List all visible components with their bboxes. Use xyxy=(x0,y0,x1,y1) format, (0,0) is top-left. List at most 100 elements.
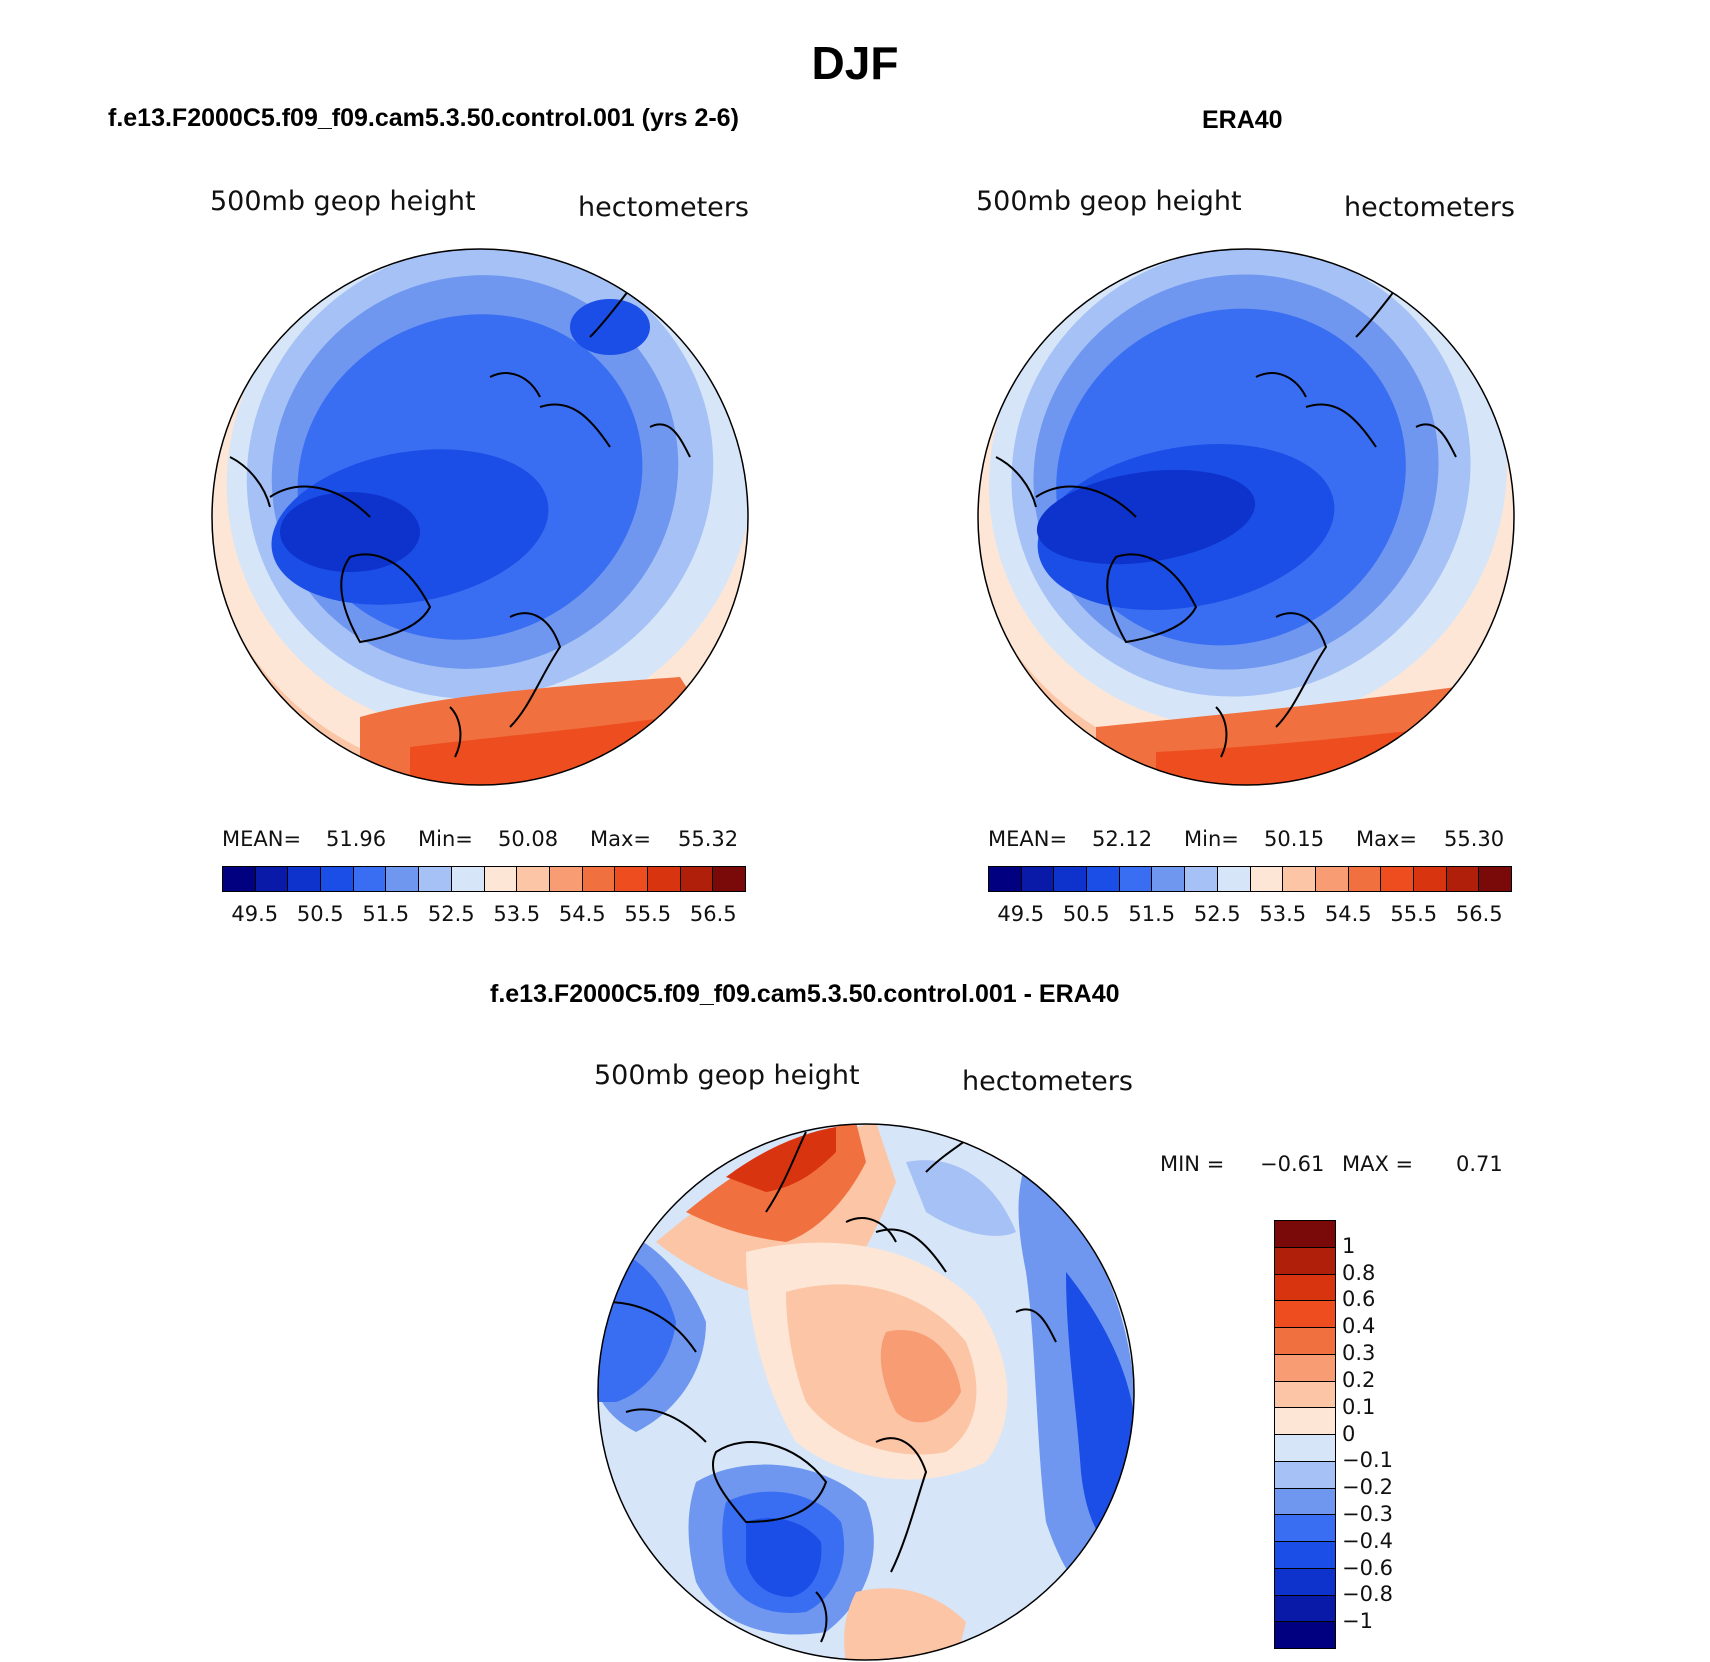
panel3-max-label: MAX = xyxy=(1342,1152,1414,1176)
panel1-contour xyxy=(280,492,420,572)
colorbar-tick-label: 56.5 xyxy=(689,902,737,926)
panel1-contour xyxy=(570,299,650,355)
panel1-mean-label: MEAN= xyxy=(222,827,302,851)
panel3-polar-map xyxy=(597,1123,1135,1661)
colorbar-tick-label: 55.5 xyxy=(1390,902,1438,926)
panel1-max-label: Max= xyxy=(590,827,652,851)
panel2-title: ERA40 xyxy=(1202,106,1283,134)
panel3-coastline xyxy=(605,1131,1057,1643)
colorbar-swatch xyxy=(1275,1301,1335,1328)
panel3-max-value: 0.71 xyxy=(1456,1152,1503,1176)
colorbar-swatch xyxy=(1348,867,1382,891)
colorbar-swatch xyxy=(1275,1221,1335,1248)
panel1-title: f.e13.F2000C5.f09_f09.cam5.3.50.control.… xyxy=(108,104,739,132)
panel2-max-value: 55.30 xyxy=(1444,827,1505,851)
panel1-mean-value: 51.96 xyxy=(326,827,387,851)
colorbar-swatch xyxy=(1413,867,1447,891)
panel3-contour xyxy=(844,1588,966,1660)
colorbar-swatch xyxy=(1275,1247,1335,1275)
colorbar-swatch xyxy=(484,867,518,891)
colorbar-swatch xyxy=(1275,1461,1335,1489)
panel2-colorbar xyxy=(988,866,1512,892)
panel1-coastline xyxy=(229,276,691,758)
colorbar-swatch xyxy=(288,867,322,891)
colorbar-swatch xyxy=(615,867,648,891)
panel1-min-label: Min= xyxy=(418,827,473,851)
colorbar-tick-label: 49.5 xyxy=(997,902,1045,926)
panel1-min-value: 50.08 xyxy=(498,827,559,851)
colorbar-swatch xyxy=(223,867,256,891)
panel3-var-label: 500mb geop height xyxy=(594,1060,860,1091)
colorbar-tick-label: 55.5 xyxy=(624,902,672,926)
colorbar-swatch xyxy=(1275,1622,1335,1648)
panel1-max-value: 55.32 xyxy=(678,827,739,851)
colorbar-swatch xyxy=(1275,1381,1335,1409)
colorbar-tick-label: 54.5 xyxy=(558,902,606,926)
colorbar-tick-label: −0.1 xyxy=(1342,1448,1393,1473)
colorbar-swatch xyxy=(419,867,452,891)
panel1-map-border xyxy=(211,248,749,786)
panel2-mean-label: MEAN= xyxy=(988,827,1068,851)
colorbar-tick-label: 0.6 xyxy=(1342,1287,1376,1312)
colorbar-tick-label: 0.2 xyxy=(1342,1367,1376,1392)
panel2-max-label: Max= xyxy=(1356,827,1418,851)
colorbar-swatch xyxy=(353,867,387,891)
colorbar-swatch xyxy=(713,867,745,891)
panel1-colorbar xyxy=(222,866,746,892)
colorbar-swatch xyxy=(1185,867,1218,891)
panel2-coastline xyxy=(995,276,1457,758)
colorbar-swatch xyxy=(255,867,289,891)
colorbar-swatch xyxy=(1217,867,1251,891)
colorbar-swatch xyxy=(321,867,354,891)
colorbar-tick-label: −0.3 xyxy=(1342,1501,1393,1526)
colorbar-tick-label: 53.5 xyxy=(1259,902,1307,926)
colorbar-tick-label: 50.5 xyxy=(296,902,344,926)
colorbar-tick-label: 51.5 xyxy=(1128,902,1176,926)
panel1-units-label: hectometers xyxy=(578,192,749,223)
panel2-units-label: hectometers xyxy=(1344,192,1515,223)
main-title: DJF xyxy=(811,37,899,89)
colorbar-tick-label: −0.8 xyxy=(1342,1582,1393,1607)
colorbar-tick-label: −0.4 xyxy=(1342,1528,1393,1553)
colorbar-tick-label: −1 xyxy=(1342,1609,1373,1634)
colorbar-tick-label: −0.6 xyxy=(1342,1555,1393,1580)
colorbar-tick-label: 54.5 xyxy=(1324,902,1372,926)
colorbar-swatch xyxy=(1275,1488,1335,1516)
colorbar-swatch xyxy=(1275,1274,1335,1302)
colorbar-tick-label: 50.5 xyxy=(1062,902,1110,926)
panel3-contour xyxy=(726,1127,836,1192)
colorbar-swatch xyxy=(1275,1408,1335,1435)
panel2-min-value: 50.15 xyxy=(1264,827,1325,851)
colorbar-tick-label: −0.2 xyxy=(1342,1475,1393,1500)
colorbar-swatch xyxy=(1087,867,1120,891)
colorbar-swatch xyxy=(1275,1328,1335,1355)
panel3-units-label: hectometers xyxy=(962,1066,1133,1097)
panel2-colorbar-ticks: 49.5 50.5 51.5 52.5 53.5 54.5 55.5 56.5 xyxy=(988,902,1512,928)
colorbar-tick-label: 0.1 xyxy=(1342,1394,1376,1419)
panel3-colorbar-ticks: 1 0.8 0.6 0.4 0.3 0.2 0.1 0 −0.1 −0.2 −0.3 −0.4 −0.6… xyxy=(1342,1220,1432,1649)
colorbar-swatch xyxy=(1275,1542,1335,1569)
colorbar-swatch xyxy=(1021,867,1055,891)
colorbar-swatch xyxy=(1152,867,1186,891)
colorbar-tick-label: 1 xyxy=(1342,1233,1356,1258)
colorbar-swatch xyxy=(1054,867,1088,891)
colorbar-swatch xyxy=(989,867,1022,891)
panel3-contour xyxy=(746,1518,822,1597)
colorbar-swatch xyxy=(680,867,714,891)
colorbar-swatch xyxy=(582,867,616,891)
colorbar-swatch xyxy=(1275,1515,1335,1542)
panel1-colorbar-ticks: 49.5 50.5 51.5 52.5 53.5 54.5 55.5 56.5 xyxy=(222,902,746,928)
colorbar-swatch xyxy=(1479,867,1511,891)
colorbar-tick-label: 0.4 xyxy=(1342,1314,1376,1339)
panel2-min-label: Min= xyxy=(1184,827,1239,851)
colorbar-tick-label: 0.8 xyxy=(1342,1260,1376,1285)
colorbar-tick-label: 0 xyxy=(1342,1421,1356,1446)
panel2-map-border xyxy=(977,248,1515,786)
colorbar-swatch xyxy=(1275,1435,1335,1462)
colorbar-swatch xyxy=(1275,1568,1335,1596)
panel2-contour xyxy=(1036,469,1256,565)
colorbar-tick-label: 52.5 xyxy=(1193,902,1241,926)
colorbar-swatch xyxy=(1250,867,1284,891)
colorbar-swatch xyxy=(1283,867,1316,891)
panel2-mean-value: 52.12 xyxy=(1092,827,1153,851)
